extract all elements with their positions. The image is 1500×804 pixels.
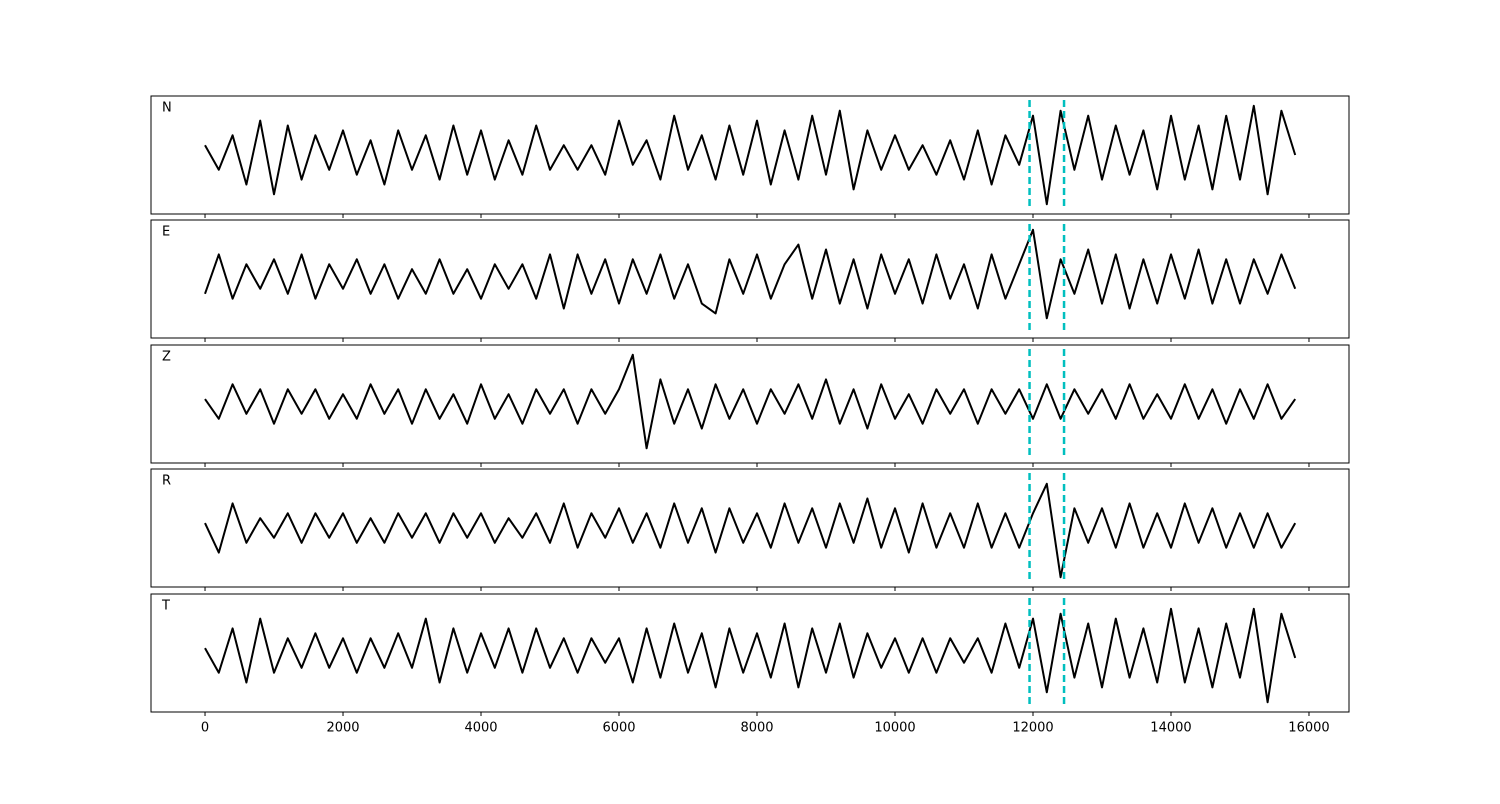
x-tick-label: 8000: [740, 721, 773, 736]
trace: [204, 353, 1297, 450]
panel-label: R: [162, 474, 171, 489]
panel-frame: [150, 344, 1350, 464]
trace: [204, 104, 1297, 206]
trace: [204, 228, 1297, 320]
x-tick-label: 14000: [1150, 721, 1191, 736]
x-tick-label: 10000: [874, 721, 915, 736]
x-tick-label: 0: [201, 721, 209, 736]
panel-frame: [150, 95, 1350, 215]
trace: [204, 482, 1297, 579]
panel-label: T: [161, 599, 170, 614]
panel-frame: [150, 593, 1350, 713]
x-tick-label: 2000: [326, 721, 359, 736]
panel-label: N: [162, 101, 172, 116]
trace: [204, 607, 1297, 704]
panel-frame: [150, 219, 1350, 339]
panel-label: Z: [162, 350, 171, 365]
x-tick-label: 12000: [1012, 721, 1053, 736]
panel-label: E: [162, 225, 170, 240]
x-tick-label: 16000: [1288, 721, 1329, 736]
x-tick-label: 4000: [464, 721, 497, 736]
x-tick-label: 6000: [602, 721, 635, 736]
panel-frame: [150, 468, 1350, 588]
